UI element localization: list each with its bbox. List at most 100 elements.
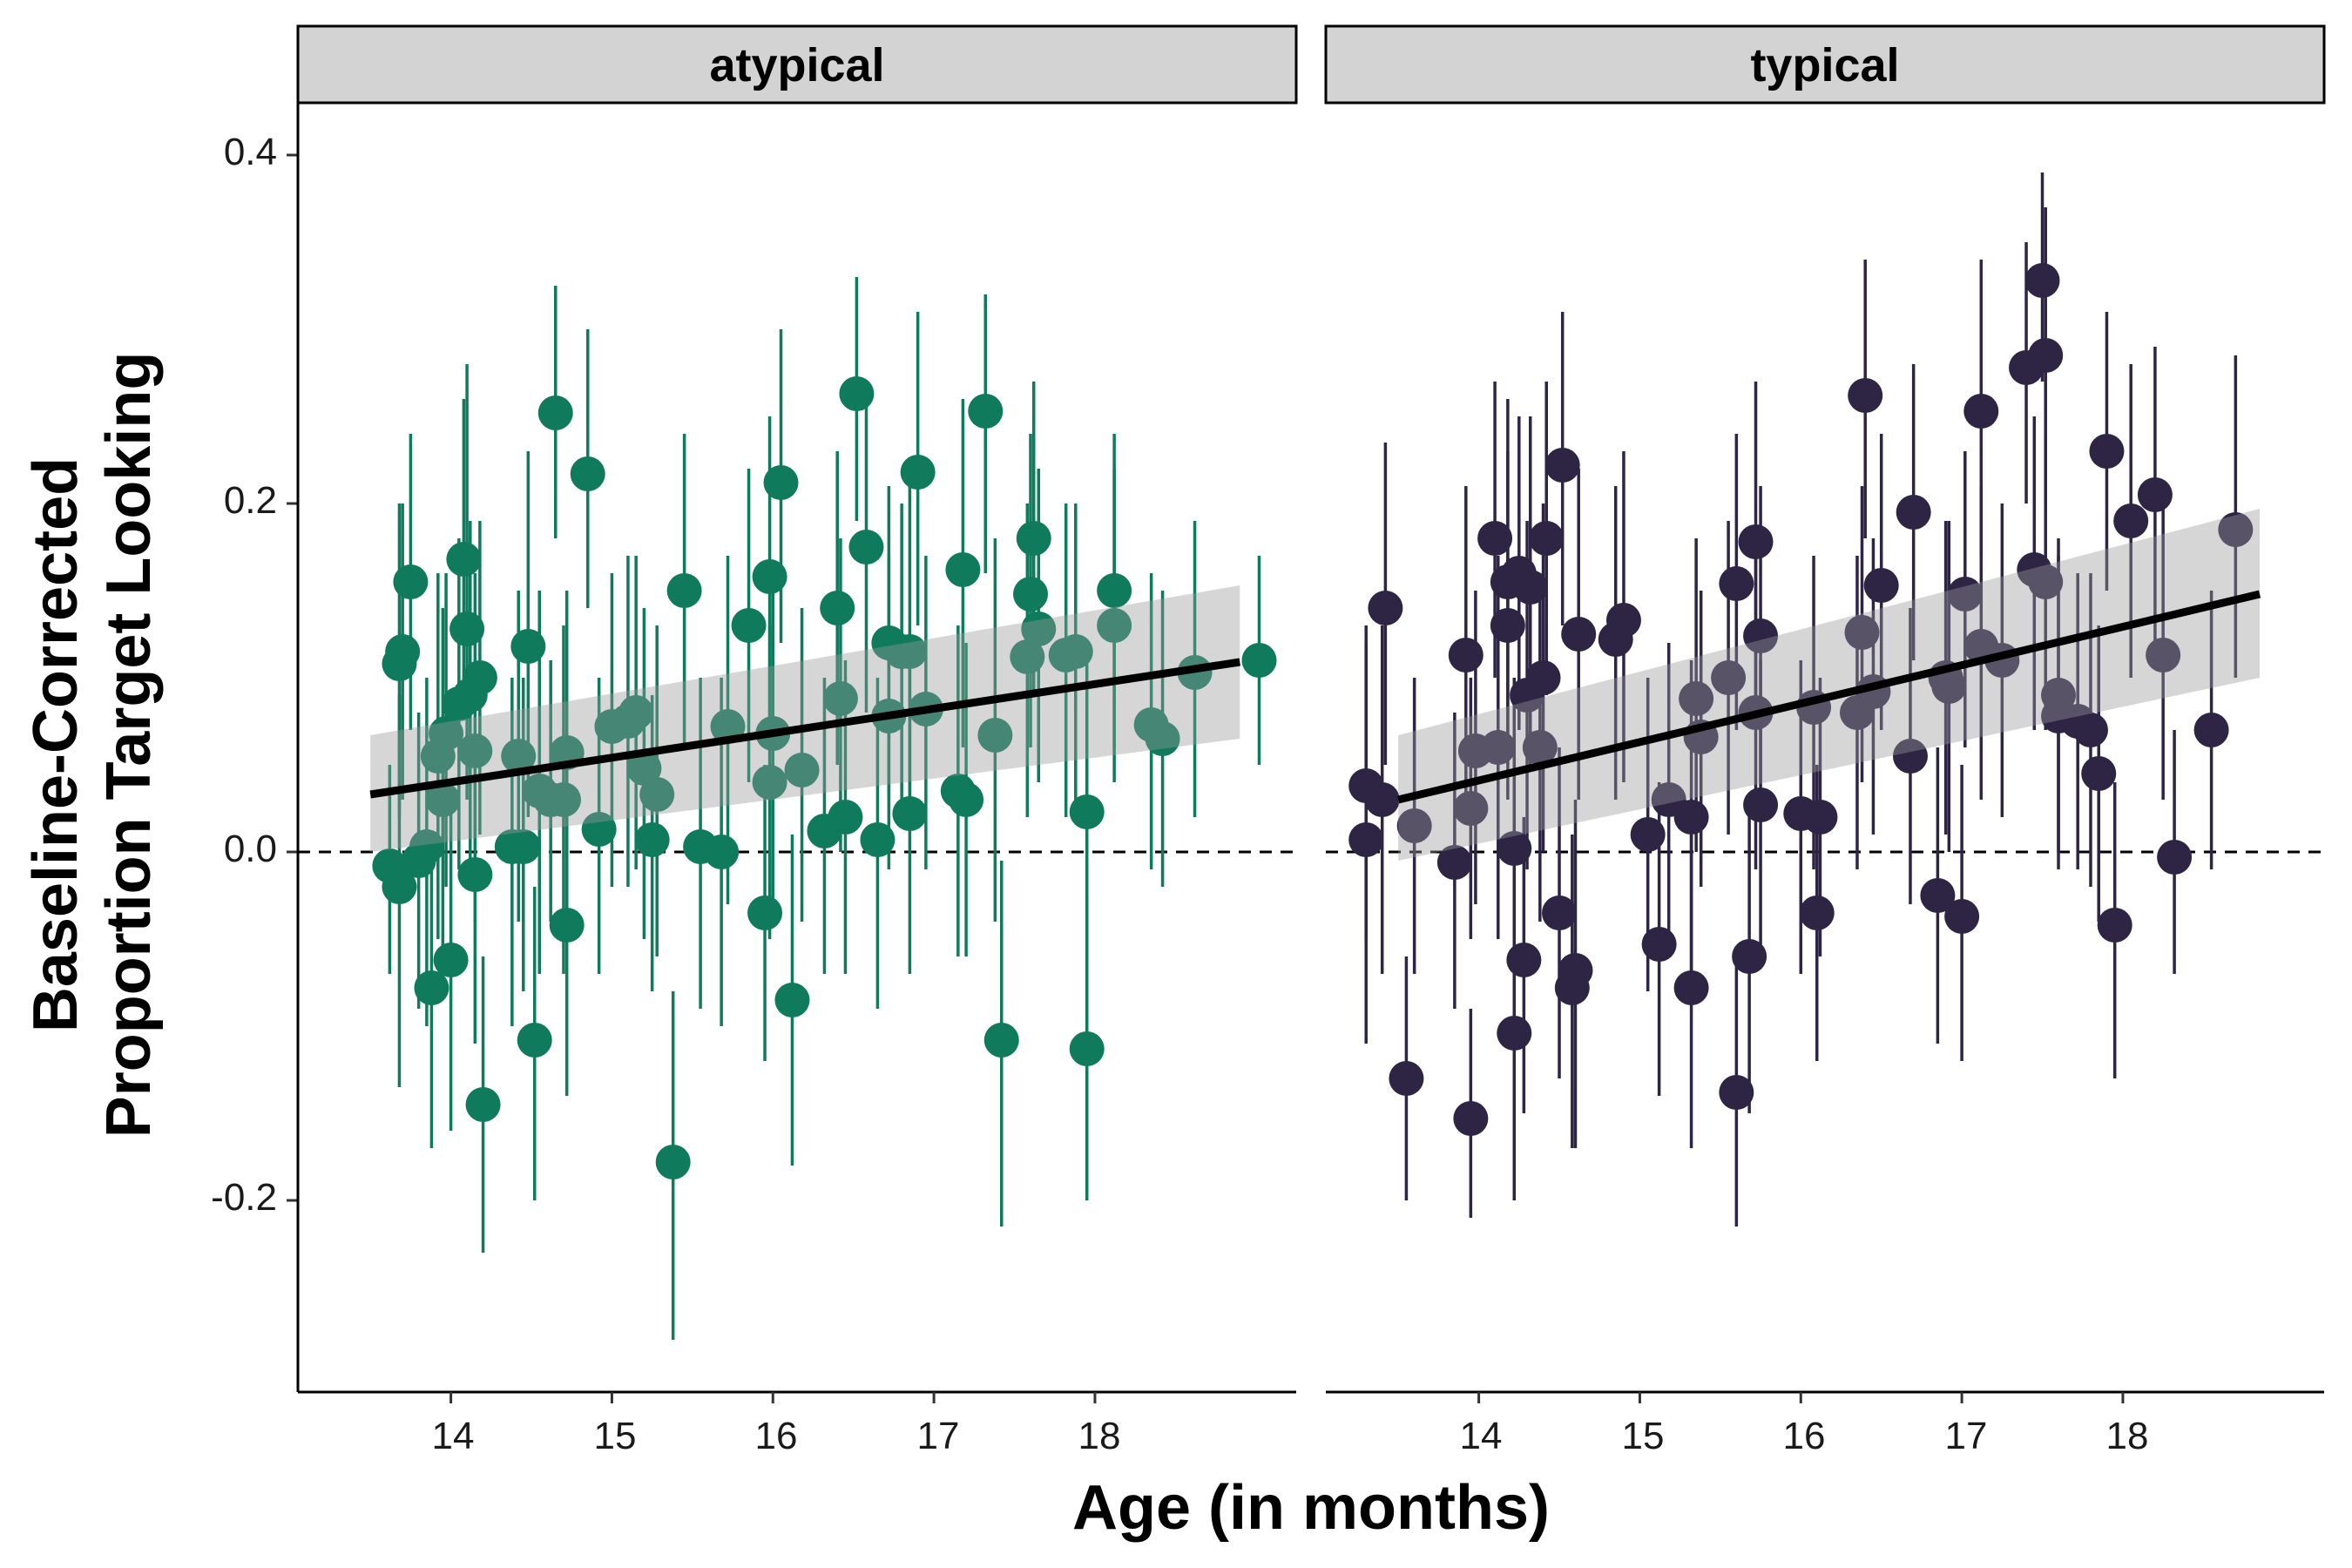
- data-point: [839, 376, 875, 411]
- data-point: [1512, 570, 1548, 605]
- data-point: [1016, 521, 1051, 556]
- data-point: [1241, 643, 1277, 678]
- panel-typical: typical 14 15 16 17 18: [1324, 24, 2326, 1457]
- x-tick-label: 18: [1078, 1415, 1121, 1457]
- y-tick-label: 0.2: [224, 479, 277, 522]
- data-point: [2028, 338, 2064, 373]
- data-point: [1021, 612, 1057, 646]
- x-tick-label: 16: [1783, 1415, 1826, 1457]
- data-point: [549, 908, 585, 943]
- data-point: [517, 1023, 552, 1058]
- data-point: [639, 777, 675, 812]
- data-point: [949, 782, 984, 817]
- data-point: [1719, 566, 1754, 601]
- data-point: [446, 542, 482, 577]
- data-point: [1673, 800, 1709, 835]
- data-point: [581, 812, 617, 847]
- data-point: [820, 591, 855, 625]
- data-point: [537, 395, 573, 430]
- data-point: [545, 782, 581, 817]
- data-point: [1368, 591, 1403, 625]
- data-point: [2113, 504, 2149, 538]
- data-point: [1490, 608, 1525, 643]
- data-point: [2097, 908, 2132, 943]
- x-tick-label: 18: [2106, 1415, 2149, 1457]
- data-point: [2157, 840, 2193, 875]
- data-point: [1743, 618, 1779, 653]
- data-point: [1630, 817, 1666, 852]
- strip-label-atypical: atypical: [709, 39, 884, 91]
- x-tick-label: 15: [1622, 1415, 1665, 1457]
- data-point: [1389, 1061, 1424, 1096]
- x-tick-label: 17: [1945, 1415, 1988, 1457]
- data-point: [1477, 521, 1513, 556]
- data-point: [2146, 638, 2181, 672]
- y-tick-label: 0.0: [224, 828, 277, 870]
- data-point: [1896, 495, 1931, 530]
- data-point: [1097, 608, 1132, 643]
- data-point: [462, 660, 497, 695]
- data-point: [505, 829, 541, 864]
- x-axis-title: Age (in months): [1072, 1473, 1550, 1543]
- data-point: [429, 716, 464, 751]
- data-point: [634, 822, 670, 857]
- x-tick-label: 14: [1460, 1415, 1503, 1457]
- data-point: [983, 1023, 1019, 1058]
- data-point: [1561, 617, 1597, 652]
- data-point: [1058, 634, 1093, 669]
- data-point: [828, 800, 863, 835]
- y-axis-title-line2: Proportion Target Looking: [94, 352, 164, 1139]
- data-point: [510, 629, 546, 664]
- data-point: [752, 765, 787, 800]
- data-point: [2028, 564, 2064, 599]
- data-point: [382, 869, 417, 904]
- data-point: [1436, 845, 1472, 880]
- data-point: [1848, 378, 1883, 413]
- data-point: [1525, 660, 1561, 695]
- data-point: [457, 733, 493, 768]
- x-axis-typical: 14 15 16 17 18: [1460, 1415, 2149, 1457]
- data-point: [1522, 730, 1558, 765]
- data-point: [1145, 721, 1180, 756]
- data-point: [2218, 512, 2254, 547]
- data-point: [1396, 808, 1432, 843]
- data-point: [892, 634, 928, 669]
- data-point: [1605, 603, 1641, 638]
- data-point: [1944, 899, 1980, 934]
- data-point: [1738, 524, 1774, 559]
- data-point: [1497, 831, 1532, 866]
- data-point: [1719, 1075, 1754, 1110]
- x-axis-atypical: 14 15 16 17 18: [432, 1415, 1121, 1457]
- data-point: [409, 829, 444, 864]
- data-point: [2081, 756, 2117, 791]
- data-point: [977, 718, 1013, 753]
- data-point: [666, 573, 702, 608]
- y-axis: -0.2 0.0 0.2 0.4: [211, 131, 277, 1219]
- data-point: [457, 857, 493, 892]
- confidence-band: [370, 585, 1240, 852]
- panel-atypical: atypical 14 15 16 17 18: [296, 24, 1298, 1457]
- data-point: [1480, 730, 1516, 765]
- data-point: [1673, 970, 1709, 1005]
- data-point: [1364, 782, 1400, 817]
- data-point: [655, 1145, 691, 1179]
- x-tick-label: 14: [432, 1415, 475, 1457]
- data-point: [752, 559, 787, 594]
- data-point: [1348, 822, 1384, 857]
- data-point: [900, 455, 936, 490]
- data-point: [1558, 953, 1593, 988]
- data-point: [1097, 573, 1132, 608]
- data-point: [822, 681, 858, 716]
- data-point: [892, 796, 928, 831]
- data-point: [618, 695, 654, 730]
- data-point: [2024, 263, 2060, 298]
- panel-atypical-plot-area: [296, 103, 1296, 1403]
- data-point: [1453, 1101, 1489, 1136]
- data-point: [393, 564, 429, 599]
- data-point: [1069, 1031, 1105, 1066]
- data-point: [1743, 787, 1779, 822]
- data-point: [1506, 943, 1542, 977]
- data-point: [1497, 1016, 1532, 1051]
- data-point: [1641, 927, 1677, 962]
- data-point: [1844, 615, 1880, 650]
